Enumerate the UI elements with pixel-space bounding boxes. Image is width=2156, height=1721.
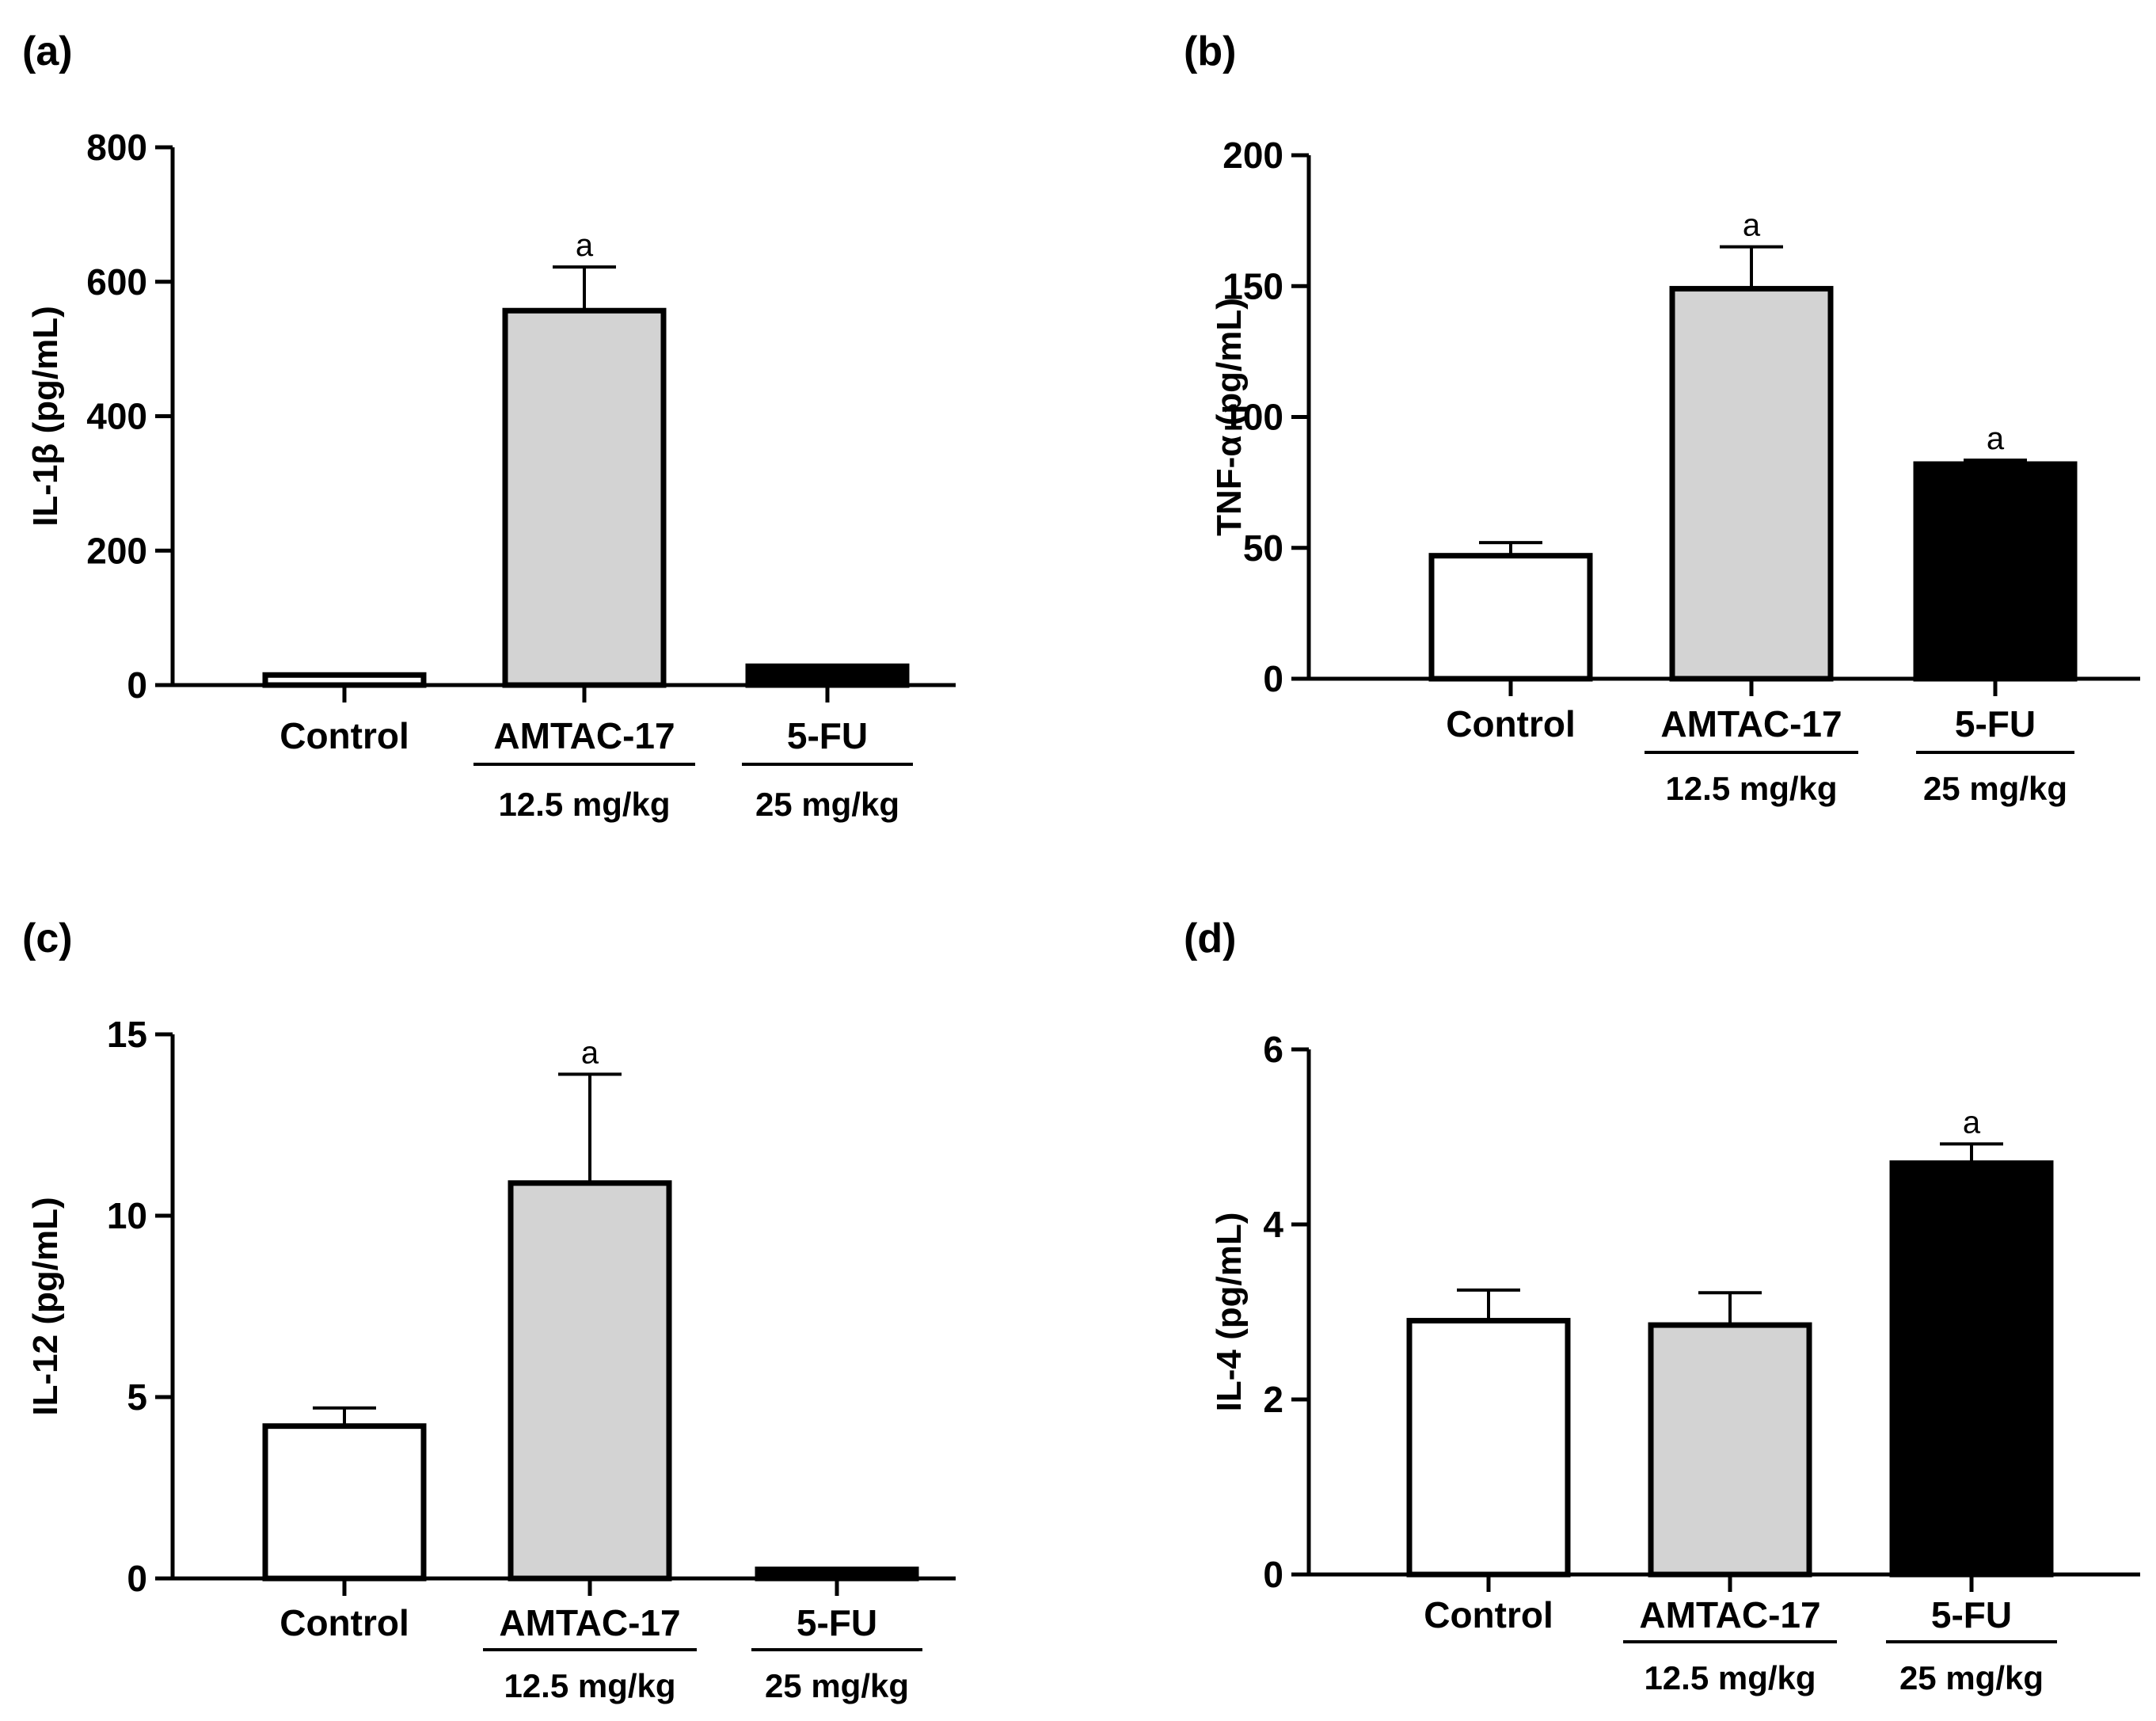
dose-label: 25 mg/kg [1899, 1659, 2044, 1696]
category-label: 5-FU [787, 715, 868, 756]
y-tick-label: 0 [1263, 658, 1283, 699]
dose-label: 12.5 mg/kg [1644, 1659, 1816, 1696]
y-tick-label: 0 [127, 664, 147, 706]
significance-marker: a [576, 228, 594, 263]
panel-d: (d) 0 2 4 6 IL-4 (pg/mL) Control AMTAC-17 12.5 m… [1184, 916, 2140, 1696]
panel-label: (a) [22, 29, 73, 74]
significance-marker: a [581, 1035, 599, 1070]
y-tick-label: 200 [86, 530, 147, 571]
dose-label: 25 mg/kg [765, 1667, 909, 1704]
bar [1406, 1318, 1571, 1578]
category-label: Control [279, 715, 409, 756]
bar [745, 663, 910, 688]
y-axis-label: IL-1β (pg/mL) [26, 306, 65, 527]
category-label: Control [1446, 703, 1576, 744]
panel-c: (c) 0 5 10 15 IL-12 (pg/mL) Control a AMTAC-17 12… [22, 916, 956, 1704]
y-tick-label: 200 [1222, 135, 1283, 176]
bar [1913, 461, 2078, 682]
y-axis-label: TNF-α (pg/mL) [1210, 298, 1249, 536]
bar [262, 1423, 427, 1582]
bar [1669, 286, 1834, 682]
category-label: 5-FU [797, 1602, 877, 1643]
category-label: 5-FU [1955, 703, 2036, 744]
y-tick-label: 400 [86, 396, 147, 437]
dose-label: 12.5 mg/kg [504, 1667, 675, 1704]
y-tick-label: 10 [107, 1195, 147, 1236]
y-tick-label: 600 [86, 261, 147, 303]
panel-label: (c) [22, 916, 73, 961]
category-label: AMTAC-17 [499, 1602, 680, 1643]
y-axis-label: IL-12 (pg/mL) [26, 1197, 65, 1415]
category-label: AMTAC-17 [1660, 703, 1842, 744]
bar [502, 307, 667, 688]
y-tick-label: 2 [1263, 1379, 1283, 1420]
y-tick-label: 100 [1222, 397, 1283, 438]
y-tick-label: 150 [1222, 265, 1283, 307]
panel-a: (a) 0 200 400 600 800 IL-1β (pg/mL) Control a AMT… [22, 29, 956, 823]
dose-label: 12.5 mg/kg [498, 786, 670, 823]
panel-label: (b) [1184, 29, 1236, 74]
category-label: AMTAC-17 [493, 715, 675, 756]
bar [1889, 1160, 2054, 1578]
category-label: Control [1424, 1594, 1553, 1635]
category-label: 5-FU [1931, 1594, 2012, 1635]
y-tick-label: 0 [127, 1558, 147, 1599]
bar [1428, 553, 1593, 682]
significance-marker: a [1987, 421, 2005, 456]
dose-label: 12.5 mg/kg [1665, 770, 1837, 807]
bar [1648, 1322, 1812, 1578]
significance-marker: a [1743, 208, 1761, 243]
significance-marker: a [1963, 1105, 1981, 1140]
bar [262, 672, 427, 688]
y-tick-label: 5 [127, 1376, 147, 1418]
panel-b: (b) 0 50 100 150 200 TNF-α (pg/mL) Control a AMTA… [1184, 29, 2140, 807]
dose-label: 25 mg/kg [1923, 770, 2067, 807]
y-axis-label: IL-4 (pg/mL) [1210, 1213, 1249, 1412]
y-tick-label: 0 [1263, 1554, 1283, 1595]
bar [508, 1180, 672, 1582]
y-tick-label: 800 [86, 127, 147, 168]
dose-label: 25 mg/kg [755, 786, 899, 823]
y-tick-label: 50 [1243, 527, 1283, 569]
y-tick-label: 15 [107, 1014, 147, 1055]
y-tick-label: 4 [1263, 1204, 1283, 1245]
bar [755, 1567, 919, 1582]
y-tick-label: 6 [1263, 1029, 1283, 1070]
category-label: AMTAC-17 [1639, 1594, 1820, 1635]
category-label: Control [279, 1602, 409, 1643]
panel-label: (d) [1184, 916, 1236, 961]
